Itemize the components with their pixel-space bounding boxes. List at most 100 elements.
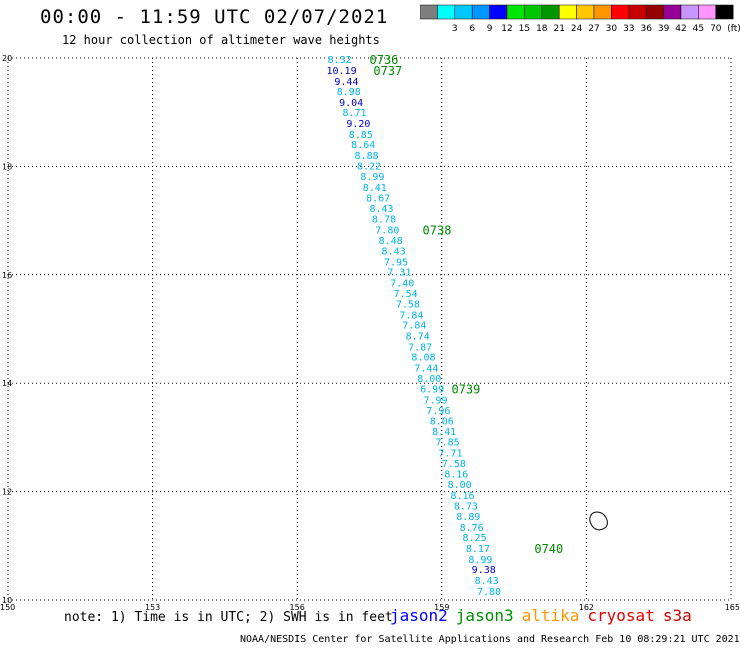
lon-tick-label: 159 xyxy=(434,603,449,612)
satellite-jason3: jason3 xyxy=(455,606,514,625)
swh-value: 7.84 xyxy=(402,321,426,332)
swh-value: 8.25 xyxy=(463,533,487,544)
swh-value: 8.78 xyxy=(372,214,396,225)
legend-swatch xyxy=(628,4,647,20)
swh-value: 8.17 xyxy=(466,544,490,555)
lon-tick-label: 165 xyxy=(725,603,740,612)
legend-label: 24 xyxy=(571,24,583,34)
legend-label: 39 xyxy=(658,24,670,34)
swh-value: 7.40 xyxy=(390,278,414,289)
swh-value: 7.80 xyxy=(477,587,501,598)
legend-swatch xyxy=(698,4,717,20)
track-values: 8.3210.199.448.989.048.719.208.858.648.8… xyxy=(326,55,501,598)
legend-label: 18 xyxy=(536,24,548,34)
swh-value: 7.87 xyxy=(408,342,432,353)
swh-value: 8.99 xyxy=(360,172,384,183)
map-grid xyxy=(7,57,732,601)
legend-swatch xyxy=(715,4,734,20)
satellite-legend: jason2 jason3 altika cryosat s3a xyxy=(390,606,700,625)
swh-value: 7.96 xyxy=(426,406,450,417)
swh-value: 8.41 xyxy=(432,427,456,438)
swh-value: 9.38 xyxy=(472,565,496,576)
legend-swatch xyxy=(541,4,560,20)
note-text: note: 1) Time is in UTC; 2) SWH is in fe… xyxy=(64,610,393,625)
lon-tick-label: 162 xyxy=(579,603,594,612)
swh-value: 8.67 xyxy=(366,193,390,204)
legend-swatch xyxy=(645,4,664,20)
satellite-cryosat: cryosat xyxy=(587,606,655,625)
swh-value: 8.22 xyxy=(357,161,381,172)
legend-swatch xyxy=(489,4,508,20)
swh-value: 8.08 xyxy=(411,353,435,364)
legend-label: 12 xyxy=(501,24,512,34)
legend-label: 36 xyxy=(640,24,652,34)
swh-value: 7.85 xyxy=(436,438,460,449)
swh-value: 8.16 xyxy=(444,470,468,481)
swh-value: 7.44 xyxy=(414,363,438,374)
lon-tick-label: 150 xyxy=(0,603,15,612)
swh-value: 7.58 xyxy=(442,459,466,470)
lat-tick-label: 14 xyxy=(2,379,12,388)
swh-value: 7.95 xyxy=(384,257,408,268)
swh-value: 8.41 xyxy=(363,183,387,194)
legend-label: 70 xyxy=(710,24,722,34)
swh-value: 8.76 xyxy=(460,523,484,534)
time-label: 0739 xyxy=(451,383,480,397)
legend-label: 30 xyxy=(606,24,618,34)
swh-value: 8.43 xyxy=(475,576,499,587)
lon-tick-label: 153 xyxy=(145,603,160,612)
credit-line: NOAA/NESDIS Center for Satellite Applica… xyxy=(240,634,740,645)
swh-value: 8.99 xyxy=(468,555,492,566)
legend-swatch xyxy=(680,4,699,20)
satellite-altika: altika xyxy=(521,606,580,625)
legend-swatch xyxy=(419,4,438,20)
legend-swatch xyxy=(524,4,543,20)
time-label: 0737 xyxy=(373,64,402,78)
swh-value: 8.89 xyxy=(456,512,480,523)
lat-tick-label: 16 xyxy=(2,271,12,280)
page-title: 00:00 - 11:59 UTC 02/07/2021 xyxy=(40,6,389,28)
legend-swatch xyxy=(454,4,473,20)
swh-value: 8.88 xyxy=(355,151,379,162)
legend-label: 42 xyxy=(675,24,686,34)
swh-value: 7.80 xyxy=(375,225,399,236)
legend-label: 45 xyxy=(693,24,704,34)
lat-tick-label: 20 xyxy=(2,54,12,63)
satellite-jason2: jason2 xyxy=(390,606,448,625)
swh-value: 8.43 xyxy=(382,246,406,257)
time-label: 0736 xyxy=(370,53,399,67)
lat-tick-label: 12 xyxy=(2,488,12,497)
legend-swatch xyxy=(437,4,456,20)
legend-label: 21 xyxy=(553,24,564,34)
time-label: 0740 xyxy=(534,542,563,556)
legend-label: 33 xyxy=(623,24,634,34)
swh-value: 7.99 xyxy=(423,395,447,406)
swh-value: 9.04 xyxy=(339,98,363,109)
legend-label: 9 xyxy=(487,24,493,34)
satellite-s3a: s3a xyxy=(662,606,692,625)
swh-value: 7.71 xyxy=(438,449,462,460)
swh-value: 8.64 xyxy=(351,140,375,151)
swh-value: 8.32 xyxy=(328,55,352,66)
swh-value: 10.19 xyxy=(326,66,356,77)
swh-value: 8.73 xyxy=(454,502,478,513)
legend-swatches: 3 6 9 12 15 18 21 24 27 30 33 36 39 42 45 70 (ft) xyxy=(419,4,740,34)
swh-value: 8.71 xyxy=(343,108,367,119)
legend-label: 27 xyxy=(588,24,599,34)
swh-value: 7.54 xyxy=(394,289,418,300)
legend-label: 15 xyxy=(519,24,530,34)
swh-value: 7.58 xyxy=(396,300,420,311)
legend-swatch xyxy=(471,4,490,20)
legend-label: 3 xyxy=(452,24,458,34)
legend-swatch xyxy=(663,4,682,20)
swh-value: 8.16 xyxy=(450,491,474,502)
legend-swatch xyxy=(576,4,595,20)
time-label: 0738 xyxy=(423,223,452,237)
swh-value: 9.44 xyxy=(334,77,358,88)
swh-value: 8.85 xyxy=(349,130,373,141)
swh-value: 9.20 xyxy=(346,119,370,130)
swh-value: 8.43 xyxy=(370,204,394,215)
legend-label: 6 xyxy=(469,24,475,34)
